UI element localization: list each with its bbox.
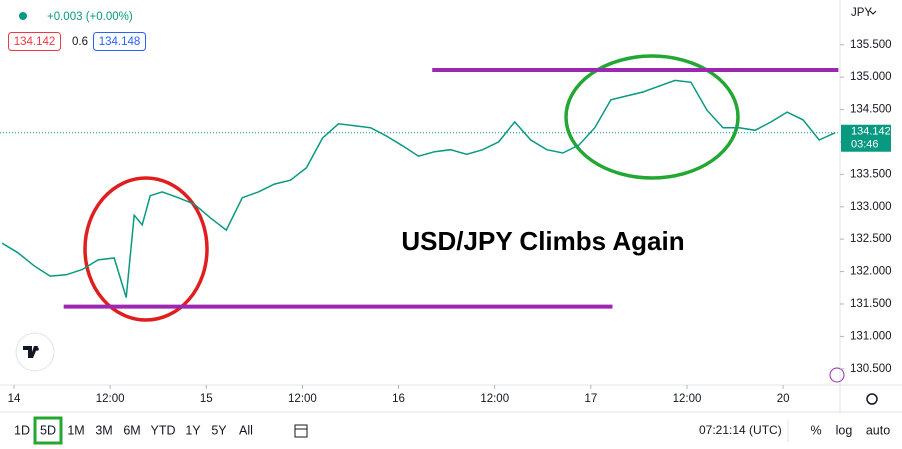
range-button[interactable]: 5Y (211, 423, 227, 437)
spread: 0.6 (72, 36, 88, 48)
y-tick-label: 133.000 (850, 201, 892, 213)
annotation: USD/JPY Climbs Again (401, 226, 684, 256)
date-range-icon[interactable] (294, 424, 308, 438)
y-tick-label: 131.500 (850, 298, 892, 310)
x-tick-label: 20 (777, 393, 790, 405)
y-tick-label: 132.500 (850, 233, 892, 245)
y-tick-label: 132.000 (850, 266, 892, 278)
range-button[interactable]: 6M (123, 423, 140, 437)
range-button[interactable]: 1D (14, 423, 30, 437)
x-tick-label: 12:00 (480, 393, 509, 405)
currency-caret (869, 10, 877, 15)
highlight-circle (83, 176, 209, 322)
x-tick-label: 12:00 (288, 393, 317, 405)
bid: 134.142 (14, 36, 56, 48)
scale-option[interactable]: % (810, 423, 821, 437)
range-button[interactable]: 5D (40, 423, 56, 437)
y-tick-label: 130.500 (850, 363, 892, 375)
range-button[interactable]: 1Y (185, 423, 201, 437)
scale-option[interactable]: auto (866, 423, 890, 437)
range-button[interactable]: 1M (67, 423, 84, 437)
scale-option[interactable]: log (836, 423, 853, 437)
y-tick-label: 134.500 (850, 104, 892, 116)
price-label-box (841, 124, 891, 152)
y-tick-label: 133.500 (850, 168, 892, 180)
price-line (1, 79, 836, 298)
ask-box (93, 32, 146, 51)
range-button[interactable]: 3M (95, 423, 112, 437)
clock: 07:21:14 (UTC) (699, 423, 782, 437)
x-tick-label: 15 (200, 393, 213, 405)
x-tick-label: 17 (584, 393, 597, 405)
currency[interactable]: JPY (851, 7, 872, 19)
price-countdown: 03:46 (851, 139, 879, 151)
price-label: 134.142 (851, 126, 891, 138)
active-range-frame (33, 416, 63, 445)
bid-box (8, 32, 61, 51)
highlight-circle (564, 54, 740, 180)
alert-icon[interactable] (829, 367, 845, 383)
y-tick-label: 135.500 (850, 39, 892, 51)
range-button[interactable]: YTD (151, 423, 176, 437)
status-dot (19, 12, 27, 20)
x-tick-label: 14 (8, 393, 21, 405)
x-tick-label: 12:00 (96, 393, 125, 405)
x-tick-label: 16 (392, 393, 405, 405)
y-tick-label: 131.000 (850, 330, 892, 342)
logo (15, 332, 55, 372)
change: +0.003 (+0.00%) (47, 11, 133, 23)
settings-icon[interactable] (866, 393, 878, 405)
toolbar: 1D 5D 1M 3M 6M YTD 1Y 5Y All% log auto (14, 416, 890, 445)
ask: 134.148 (99, 36, 141, 48)
x-tick-label: 12:00 (673, 393, 702, 405)
range-button[interactable]: All (239, 423, 253, 437)
y-tick-label: 135.000 (850, 71, 892, 83)
